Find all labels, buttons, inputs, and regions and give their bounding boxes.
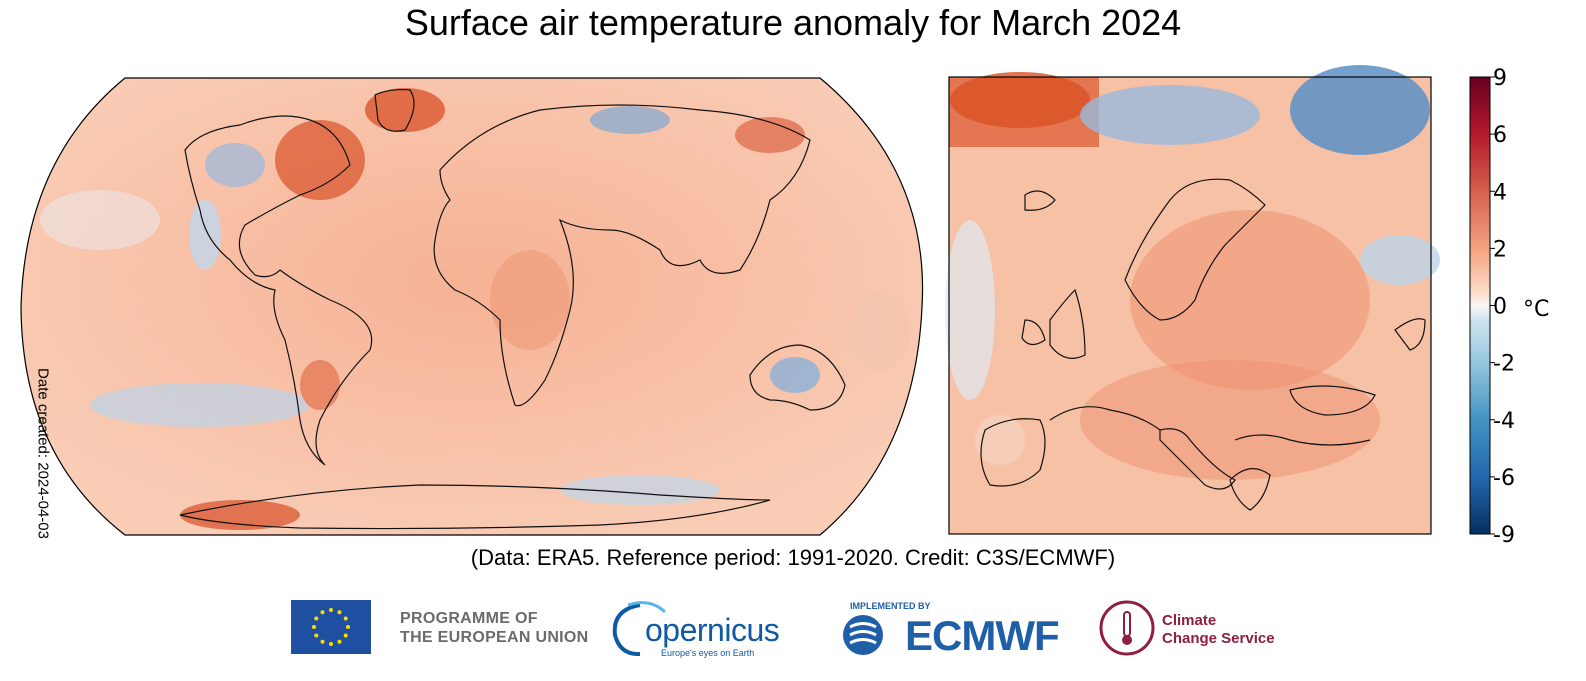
eu-star-icon xyxy=(346,625,350,629)
eu-star-icon xyxy=(343,616,348,621)
colorbar-tick-label: 4 xyxy=(1493,180,1507,205)
ecmwf-logo-mark xyxy=(843,615,883,655)
colorbar-tick-label: 2 xyxy=(1493,237,1507,262)
eu-star-icon xyxy=(329,608,333,612)
global-map-border xyxy=(20,77,924,536)
credit-line: (Data: ERA5. Reference period: 1991-2020… xyxy=(470,545,1116,570)
eu-star-icon xyxy=(337,639,342,644)
eu-star-icon xyxy=(314,616,319,621)
date-created: Date created: 2024-04-03 xyxy=(34,368,52,539)
colorbar-tick-label: 0 xyxy=(1493,295,1507,320)
europe-map-border xyxy=(948,76,1432,535)
eu-star-icon xyxy=(337,610,342,615)
eu-star-icon xyxy=(343,633,348,638)
ecmwf-wordmark: ECMWF xyxy=(905,612,1060,659)
ecmwf-implemented-by: IMPLEMENTED BY xyxy=(850,601,931,611)
copernicus-text: opernicus xyxy=(645,612,780,648)
eu-star-icon xyxy=(314,633,319,638)
colorbar: 9 6 4 2 0 -2 -4 -6 -9 °C xyxy=(1469,66,1549,548)
copernicus-tagline: Europe's eyes on Earth xyxy=(661,648,755,658)
eu-star-icon xyxy=(312,625,316,629)
eu-flag-logo xyxy=(291,600,371,654)
eu-star-icon xyxy=(329,642,333,646)
colorbar-tick-label: -6 xyxy=(1493,466,1515,491)
colorbar-tick-label: -9 xyxy=(1493,523,1515,548)
copernicus-wordmark: opernicus Europe's eyes on Earth xyxy=(625,612,780,658)
global-map xyxy=(21,78,923,535)
colorbar-unit: °C xyxy=(1523,297,1549,322)
eu-programme-text: PROGRAMME OF THE EUROPEAN UNION xyxy=(400,609,589,647)
eu-star-icon xyxy=(320,610,325,615)
europe-map xyxy=(945,65,1440,534)
colorbar-tick-label: 6 xyxy=(1493,123,1507,148)
c3s-line-2: Change Service xyxy=(1162,630,1275,647)
copernicus-logo xyxy=(612,601,667,657)
c3s-line-1: Climate xyxy=(1162,612,1217,629)
eu-line-2: THE EUROPEAN UNION xyxy=(400,629,589,646)
colorbar-tick-label: 9 xyxy=(1493,66,1507,91)
c3s-wordmark: Climate Change Service xyxy=(1162,612,1275,648)
chart-title: Surface air temperature anomaly for Marc… xyxy=(404,2,1182,43)
c3s-logo-mark xyxy=(1099,600,1155,656)
colorbar-tick-label: -2 xyxy=(1493,352,1515,377)
eu-star-icon xyxy=(320,639,325,644)
eu-line-1: PROGRAMME OF xyxy=(400,610,538,627)
colorbar-tick-label: -4 xyxy=(1493,409,1515,434)
